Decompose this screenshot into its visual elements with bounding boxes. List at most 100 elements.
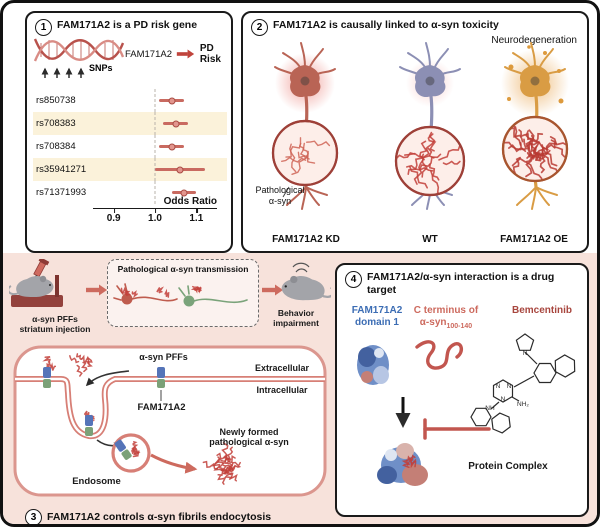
panel1-header: 1 FAM171A2 is a PD risk gene	[35, 19, 197, 36]
uptake-arrow	[85, 370, 130, 387]
odds-ratio-axis: 0.9 1.0 1.1	[93, 208, 217, 235]
svg-text:NH₂: NH₂	[517, 401, 529, 408]
panel2-header: 2 FAM171A2 is causally linked to α-syn t…	[251, 19, 499, 36]
protein-complex-icon	[377, 443, 428, 486]
drug-label: Bemcentinib	[511, 305, 572, 316]
forest-row: rs35941271	[33, 158, 227, 181]
transmission-box: Pathological α-syn transmission	[107, 259, 259, 327]
pathological-asyn-label: Pathological α-syn	[255, 185, 305, 206]
snps-label: SNPs	[89, 63, 113, 73]
panel2-title: FAM171A2 is causally linked to α-syn tox…	[273, 19, 499, 31]
seeding-arrow	[150, 453, 198, 474]
panel3-number-badge: 3	[25, 509, 42, 524]
panel-drug-target: 4 FAM171A2/α-syn interaction is a drug t…	[335, 263, 589, 517]
condition-kd-label: FAM171A2 KD	[272, 234, 340, 245]
axis-tick: 1.1	[189, 208, 204, 224]
stereotax-post	[55, 275, 59, 297]
injection-illustration	[9, 259, 63, 307]
behavior-label: Behavior impairment	[273, 308, 319, 328]
snp-label: rs71371993	[36, 187, 87, 198]
odds-ratio-axis-label: Odds Ratio	[163, 196, 217, 207]
forest-row: rs708384	[33, 135, 227, 158]
tremor-marks	[292, 262, 310, 273]
endosome-label: Endosome	[72, 476, 121, 487]
oe-degeneration-dots	[507, 45, 564, 104]
panel4-number-badge: 4	[345, 271, 362, 288]
pffs-label: α-syn PFFs	[139, 352, 188, 362]
dna-helix-icon	[33, 38, 125, 78]
receptor-icon	[43, 367, 51, 388]
domain1-structure-icon	[357, 345, 389, 385]
pocket-receptor-icon	[85, 415, 93, 436]
odds-ratio-point	[180, 189, 188, 196]
forest-row: rs71371993	[33, 181, 227, 204]
snp-label: rs850738	[36, 95, 76, 106]
forest-row: rs850738	[33, 89, 227, 112]
condition-wt-label: WT	[422, 234, 438, 245]
kd-fibrils-icon	[281, 137, 331, 175]
snp-arrows-icon	[41, 67, 85, 78]
axis-tick: 0.9	[106, 208, 121, 224]
newly-formed-fibrils-icon	[202, 442, 241, 485]
injection-label: α-syn PFFs striatum injection	[19, 314, 91, 334]
panel-asyn-toxicity: 2 FAM171A2 is causally linked to α-syn t…	[241, 11, 589, 253]
endosome-fibril-icon	[131, 441, 141, 458]
domain1-label: FAM171A2 domain 1	[351, 305, 403, 328]
transmission-neurons-icon	[113, 283, 248, 307]
pd-risk-label: PD Risk	[199, 43, 221, 65]
arrow-right-icon	[86, 284, 107, 296]
odds-ratio-point	[168, 143, 176, 150]
neurons-illustration	[271, 41, 569, 211]
panel1-title: FAM171A2 is a PD risk gene	[57, 19, 198, 31]
gene-label: FAM171A2	[125, 48, 172, 60]
panel-endocytosis: α-syn PFFs striatum injection Pathologic…	[9, 255, 331, 524]
panel2-number-badge: 2	[251, 19, 268, 36]
transmission-fibrils	[120, 285, 202, 299]
panel4-header: 4 FAM171A2/α-syn interaction is a drug t…	[345, 271, 570, 296]
gene-to-risk: FAM171A2 PD Risk	[125, 43, 231, 65]
forest-rows: rs850738 rs708383 rs708384 rs35941271 rs7137…	[33, 89, 227, 204]
panel3-title: FAM171A2 controls α-syn fibrils endocyto…	[47, 511, 272, 524]
snp-label: rs708384	[36, 141, 76, 152]
extracellular-label: Extracellular	[254, 363, 310, 373]
odds-ratio-point	[172, 120, 180, 127]
fam171a2-receptor-label: FAM171A2	[137, 402, 186, 413]
snp-label: rs35941271	[36, 164, 87, 175]
neurodegeneration-label: Neurodegeneration	[491, 35, 577, 46]
forest-plot: rs850738 rs708383 rs708384 rs35941271 rs7137…	[33, 89, 227, 235]
inhibition-icon	[423, 418, 491, 440]
forest-row: rs708383	[33, 112, 227, 135]
cterm-structure-icon	[415, 340, 464, 370]
pathological-pointer-line	[282, 186, 290, 198]
svg-text:NH: NH	[485, 405, 495, 412]
svg-text:N: N	[523, 350, 528, 357]
condition-oe-label: FAM171A2 OE	[500, 234, 568, 245]
panel4-title: FAM171A2/α-syn interaction is a drug tar…	[367, 271, 555, 296]
pffs-fibrils-icon	[69, 353, 93, 377]
panel-pd-risk-gene: 1 FAM171A2 is a PD risk gene SNPs FAM171…	[25, 11, 233, 253]
arrow-right-icon	[176, 49, 195, 59]
mouse-icon	[9, 274, 55, 298]
intracellular-label: Intracellular	[256, 385, 308, 395]
svg-text:N: N	[496, 383, 501, 390]
stereotax-block	[11, 295, 63, 307]
snp-label: rs708383	[36, 118, 76, 129]
cterm-label: C terminus of α-syn100-140	[413, 305, 479, 330]
transmission-label: Pathological α-syn transmission	[117, 264, 249, 274]
behavior-mouse-icon	[280, 262, 331, 302]
odds-ratio-point	[176, 166, 184, 173]
svg-text:N: N	[507, 383, 512, 390]
odds-ratio-point	[168, 97, 176, 104]
newly-formed-label: Newly formed pathological α-syn	[209, 427, 289, 448]
protein-complex-label: Protein Complex	[468, 461, 548, 472]
panel3-header: 3 FAM171A2 controls α-syn fibrils endocy…	[25, 509, 272, 524]
cell-endocytosis-diagram	[13, 345, 327, 497]
complex-fibril-icon	[401, 454, 417, 469]
svg-text:N: N	[501, 396, 506, 403]
wt-fibrils-icon	[396, 131, 461, 195]
axis-tick: 1.0	[148, 208, 162, 224]
panel1-number-badge: 1	[35, 19, 52, 36]
